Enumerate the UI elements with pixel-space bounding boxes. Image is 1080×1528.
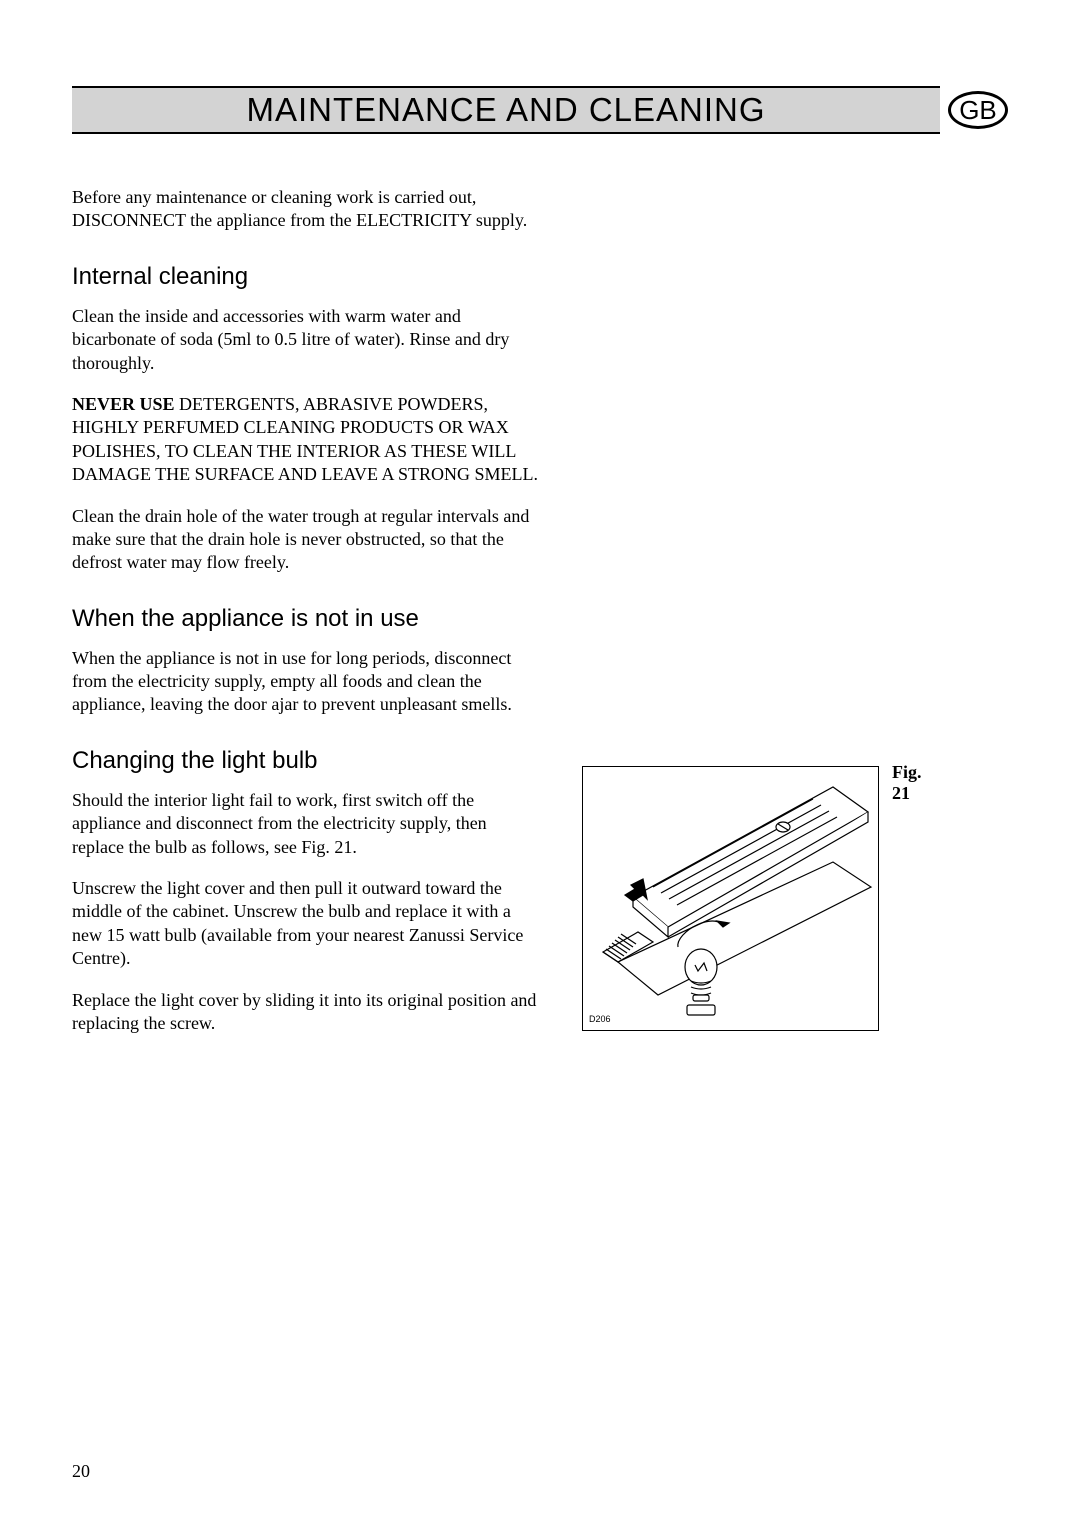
bulb-diagram-icon [583, 767, 880, 1032]
intro-paragraph: Before any maintenance or cleaning work … [72, 186, 542, 233]
language-badge: GB [948, 91, 1008, 129]
figure-label: Fig. 21 [892, 762, 922, 804]
heading-not-in-use: When the appliance is not in use [72, 605, 542, 633]
heading-internal-cleaning: Internal cleaning [72, 263, 542, 291]
notinuse-p1: When the appliance is not in use for lon… [72, 647, 542, 717]
bulb-p3: Replace the light cover by sliding it in… [72, 989, 542, 1036]
figure-code: D206 [589, 1014, 611, 1024]
heading-light-bulb: Changing the light bulb [72, 747, 542, 775]
page-title: MAINTENANCE AND CLEANING [246, 91, 765, 129]
page-number: 20 [72, 1461, 90, 1482]
page-header-band: MAINTENANCE AND CLEANING [72, 86, 940, 134]
bulb-p2: Unscrew the light cover and then pull it… [72, 877, 542, 971]
figure-illustration: D206 [582, 766, 879, 1031]
bulb-p1: Should the interior light fail to work, … [72, 789, 542, 859]
text-column: Before any maintenance or cleaning work … [72, 186, 542, 1053]
warning-lead: NEVER USE [72, 394, 175, 414]
internal-p1: Clean the inside and accessories with wa… [72, 305, 542, 375]
internal-p3: Clean the drain hole of the water trough… [72, 505, 542, 575]
figure-column: Fig. 21 [582, 186, 1008, 1053]
internal-warning: NEVER USE DETERGENTS, ABRASIVE POWDERS, … [72, 393, 542, 487]
figure-21: Fig. 21 [582, 766, 879, 1031]
